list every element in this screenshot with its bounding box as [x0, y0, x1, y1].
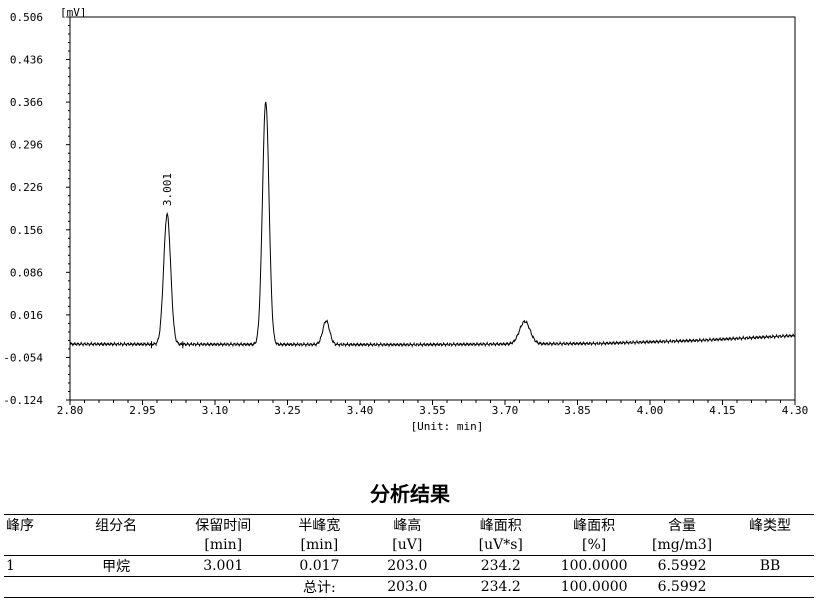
header-row-cell: 组分名: [61, 514, 172, 535]
peak-rt-label: 3.001: [161, 173, 174, 206]
header-row-cell: 峰面积: [550, 514, 639, 535]
x-tick-label: 4.15: [709, 404, 736, 417]
table-row-cell: 1: [4, 555, 62, 577]
y-unit-label: [mV]: [60, 6, 87, 19]
units-row-cell: [726, 535, 814, 556]
y-tick-label: 0.366: [10, 96, 43, 109]
y-tick-label: 0.296: [10, 139, 43, 152]
y-tick-label: 0.156: [10, 224, 43, 237]
x-tick-label: 2.95: [129, 404, 156, 417]
header-row-cell: 峰面积: [451, 514, 551, 535]
table-row-cell: BB: [726, 555, 814, 577]
x-tick-label: 3.25: [274, 404, 301, 417]
table-row: 1 甲烷 3.001 0.017 203.0 234.2 100.0000 6.5992 BB: [4, 555, 814, 577]
chromatogram-chart: 0.506 0.436 0.366 0.296 0.226 0.156 0.086 0.016…: [3, 6, 809, 433]
y-tick-label: -0.054: [3, 351, 43, 364]
table-row-cell: 甲烷: [61, 555, 172, 577]
units-row-cell: [mg/m3]: [638, 535, 727, 556]
table-row-cell: 100.0000: [550, 555, 639, 577]
x-tick-label: 3.70: [492, 404, 519, 417]
total-row-cell: 100.0000: [550, 576, 639, 598]
total-row-cell: 203.0: [363, 576, 452, 598]
total-row-cell: 总计:: [275, 576, 364, 598]
header-row-cell: 峰序: [4, 514, 62, 535]
chromatogram-trace: [69, 101, 796, 348]
results-title: 分析结果: [370, 482, 450, 506]
table-row-cell: 3.001: [171, 555, 276, 577]
x-tick-label: 3.85: [564, 404, 591, 417]
x-tick-label: 3.55: [419, 404, 446, 417]
y-tick-label: 0.086: [10, 266, 43, 279]
results-table: 峰序 组分名 保留时间 半峰宽 峰高 峰面积 峰面积 含量 峰类型 [min] [min] [uV][…: [4, 514, 814, 598]
x-tick-label: 2.80: [57, 404, 84, 417]
table-row-cell: 6.5992: [638, 555, 727, 577]
y-tick-label: 0.226: [10, 181, 43, 194]
total-row-cell: [61, 576, 172, 598]
units-row-cell: [uV*s]: [451, 535, 551, 556]
x-unit-label: [Unit: min]: [411, 420, 484, 433]
units-row-cell: [min]: [171, 535, 276, 556]
header-row-cell: 峰高: [363, 514, 452, 535]
header-row-cell: 峰类型: [726, 514, 814, 535]
total-row-cell: [726, 576, 814, 598]
total-row-cell: 234.2: [451, 576, 551, 598]
total-row-cell: [171, 576, 276, 598]
peak-labels: 3.001: [150, 173, 184, 349]
table-row-cell: 0.017: [275, 555, 364, 577]
y-axis: 0.506 0.436 0.366 0.296 0.226 0.156 0.086 0.016…: [3, 11, 70, 407]
header-row: 峰序 组分名 保留时间 半峰宽 峰高 峰面积 峰面积 含量 峰类型: [4, 514, 814, 535]
units-row-cell: [61, 535, 172, 556]
header-row-cell: 半峰宽: [275, 514, 364, 535]
units-row-cell: [%]: [550, 535, 639, 556]
units-row-cell: [uV]: [363, 535, 452, 556]
units-row-cell: [min]: [275, 535, 364, 556]
x-axis: 2.80 2.95 3.10 3.25 3.40 3.55 3.70 3.85 4.00 4.15…: [57, 400, 809, 417]
total-row-cell: [4, 576, 62, 598]
y-tick-label: 0.016: [10, 309, 43, 322]
table-row-cell: 234.2: [451, 555, 551, 577]
units-row-cell: [4, 535, 62, 556]
x-tick-label: 3.10: [202, 404, 229, 417]
header-row-cell: 保留时间: [171, 514, 276, 535]
y-tick-label: -0.124: [3, 394, 43, 407]
header-row-cell: 含量: [638, 514, 727, 535]
total-row: 总计: 203.0 234.2 100.0000 6.5992: [4, 576, 814, 598]
y-tick-label: 0.436: [10, 54, 43, 67]
table-row-cell: 203.0: [363, 555, 452, 577]
units-row: [min] [min] [uV] [uV*s] [%] [mg/m3]: [4, 535, 814, 556]
total-row-cell: 6.5992: [638, 576, 727, 598]
x-tick-label: 4.00: [637, 404, 664, 417]
y-tick-label: 0.506: [10, 11, 43, 24]
x-tick-label: 4.30: [782, 404, 809, 417]
x-tick-label: 3.40: [347, 404, 374, 417]
